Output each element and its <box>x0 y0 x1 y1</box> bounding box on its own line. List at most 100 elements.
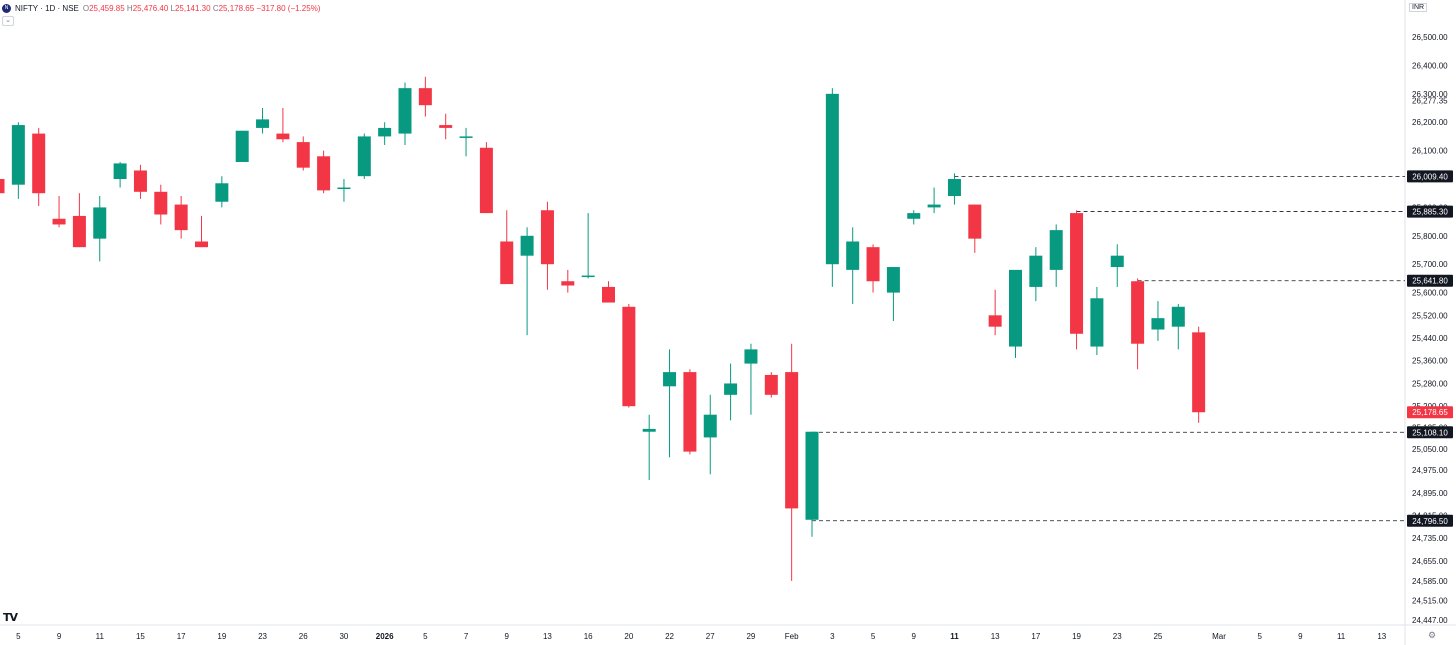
candle-body[interactable] <box>357 136 371 177</box>
candle-body[interactable] <box>398 88 412 134</box>
candle-body[interactable] <box>32 133 46 194</box>
candle[interactable] <box>0 168 5 202</box>
candles[interactable] <box>0 76 1206 581</box>
candle[interactable] <box>866 244 880 293</box>
candle[interactable] <box>195 215 208 248</box>
candle[interactable] <box>500 210 514 285</box>
price-axis[interactable]: 26,500.00 26,400.00 26,300.00 26,200.00 26,1… <box>1407 33 1453 625</box>
candle[interactable] <box>947 173 961 205</box>
candle-body[interactable] <box>215 183 229 202</box>
candle[interactable] <box>1131 278 1145 370</box>
candle-body[interactable] <box>581 275 595 278</box>
candle[interactable] <box>215 176 229 208</box>
candle[interactable] <box>622 303 636 408</box>
candle[interactable] <box>174 196 188 239</box>
candle[interactable] <box>1110 244 1124 287</box>
candle-body[interactable] <box>1029 255 1043 287</box>
candle[interactable] <box>317 150 331 194</box>
candle[interactable] <box>1029 247 1043 302</box>
candle-body[interactable] <box>724 383 738 395</box>
candle[interactable] <box>988 289 1002 336</box>
candle[interactable] <box>52 196 66 228</box>
candle-body[interactable] <box>1171 306 1185 327</box>
candle[interactable] <box>907 210 921 225</box>
candle-body[interactable] <box>11 125 25 185</box>
candle[interactable] <box>1009 269 1022 358</box>
candle-body[interactable] <box>378 127 392 137</box>
candle-body[interactable] <box>337 187 351 190</box>
candle-body[interactable] <box>1110 255 1124 268</box>
candle[interactable] <box>744 343 758 415</box>
candle-body[interactable] <box>276 133 290 140</box>
collapse-chevron-icon[interactable]: ⌄ <box>2 16 14 26</box>
candle[interactable] <box>357 133 371 180</box>
candle[interactable] <box>764 372 778 398</box>
candle[interactable] <box>1090 286 1104 356</box>
candle-body[interactable] <box>561 281 575 286</box>
settings-gear-icon[interactable]: ⚙ <box>1428 630 1437 640</box>
candle-body[interactable] <box>663 372 677 387</box>
candle-body[interactable] <box>825 93 839 265</box>
candle-body[interactable] <box>764 374 778 395</box>
candle[interactable] <box>154 184 168 225</box>
candle[interactable] <box>1151 301 1165 341</box>
candle[interactable] <box>968 204 982 253</box>
candle-body[interactable] <box>418 88 432 106</box>
candle-body[interactable] <box>927 204 941 208</box>
candle[interactable] <box>663 349 677 458</box>
candle-body[interactable] <box>500 241 514 285</box>
candle-body[interactable] <box>907 213 921 219</box>
candle[interactable] <box>337 179 351 202</box>
candle[interactable] <box>378 122 392 145</box>
candle[interactable] <box>256 108 270 134</box>
candle[interactable] <box>927 187 941 214</box>
candle[interactable] <box>235 130 249 162</box>
candle[interactable] <box>683 369 697 455</box>
candle-body[interactable] <box>520 235 534 256</box>
candle-body[interactable] <box>317 156 331 191</box>
candle[interactable] <box>93 196 107 262</box>
candle-body[interactable] <box>133 170 147 192</box>
candle[interactable] <box>1171 303 1185 350</box>
candle-body[interactable] <box>785 372 799 509</box>
candle-body[interactable] <box>703 414 717 438</box>
candle[interactable] <box>785 343 799 581</box>
symbol-label[interactable]: NIFTY · 1D · NSE <box>15 3 79 13</box>
candle-body[interactable] <box>93 207 107 239</box>
candle-body[interactable] <box>744 349 758 364</box>
candle-body[interactable] <box>1131 281 1145 344</box>
candle-body[interactable] <box>235 130 249 162</box>
candle[interactable] <box>32 127 46 206</box>
candle[interactable] <box>642 414 656 481</box>
candle[interactable] <box>520 227 534 336</box>
candle[interactable] <box>133 164 147 199</box>
time-axis[interactable]: 5 9 11 15 17 19 23 26 30 2026 5 7 9 13 16 20 22 27 29 Feb 3 5… <box>16 632 1387 641</box>
candle[interactable] <box>602 281 615 303</box>
candle-body[interactable] <box>113 163 127 180</box>
candle[interactable] <box>1192 326 1206 423</box>
candle-body[interactable] <box>1009 269 1022 347</box>
candle[interactable] <box>825 88 839 287</box>
candle-body[interactable] <box>256 119 270 128</box>
candle-body[interactable] <box>1049 230 1063 270</box>
candle[interactable] <box>11 122 25 199</box>
candle[interactable] <box>439 113 453 140</box>
candle-body[interactable] <box>1151 318 1165 330</box>
candle-body[interactable] <box>805 431 819 520</box>
candle[interactable] <box>561 269 575 293</box>
candle-body[interactable] <box>174 204 188 231</box>
candle-body[interactable] <box>195 241 208 248</box>
candle-body[interactable] <box>1192 332 1206 413</box>
candle[interactable] <box>398 82 412 145</box>
candle-body[interactable] <box>988 315 1002 327</box>
candle-body[interactable] <box>886 267 900 293</box>
candle-body[interactable] <box>602 286 615 303</box>
candle-body[interactable] <box>0 179 5 194</box>
candle[interactable] <box>1070 210 1084 350</box>
candle[interactable] <box>540 201 554 290</box>
candle[interactable] <box>805 431 819 537</box>
candle-body[interactable] <box>968 204 982 239</box>
candle[interactable] <box>459 127 473 157</box>
candle[interactable] <box>581 213 595 279</box>
candle-body[interactable] <box>72 215 86 248</box>
